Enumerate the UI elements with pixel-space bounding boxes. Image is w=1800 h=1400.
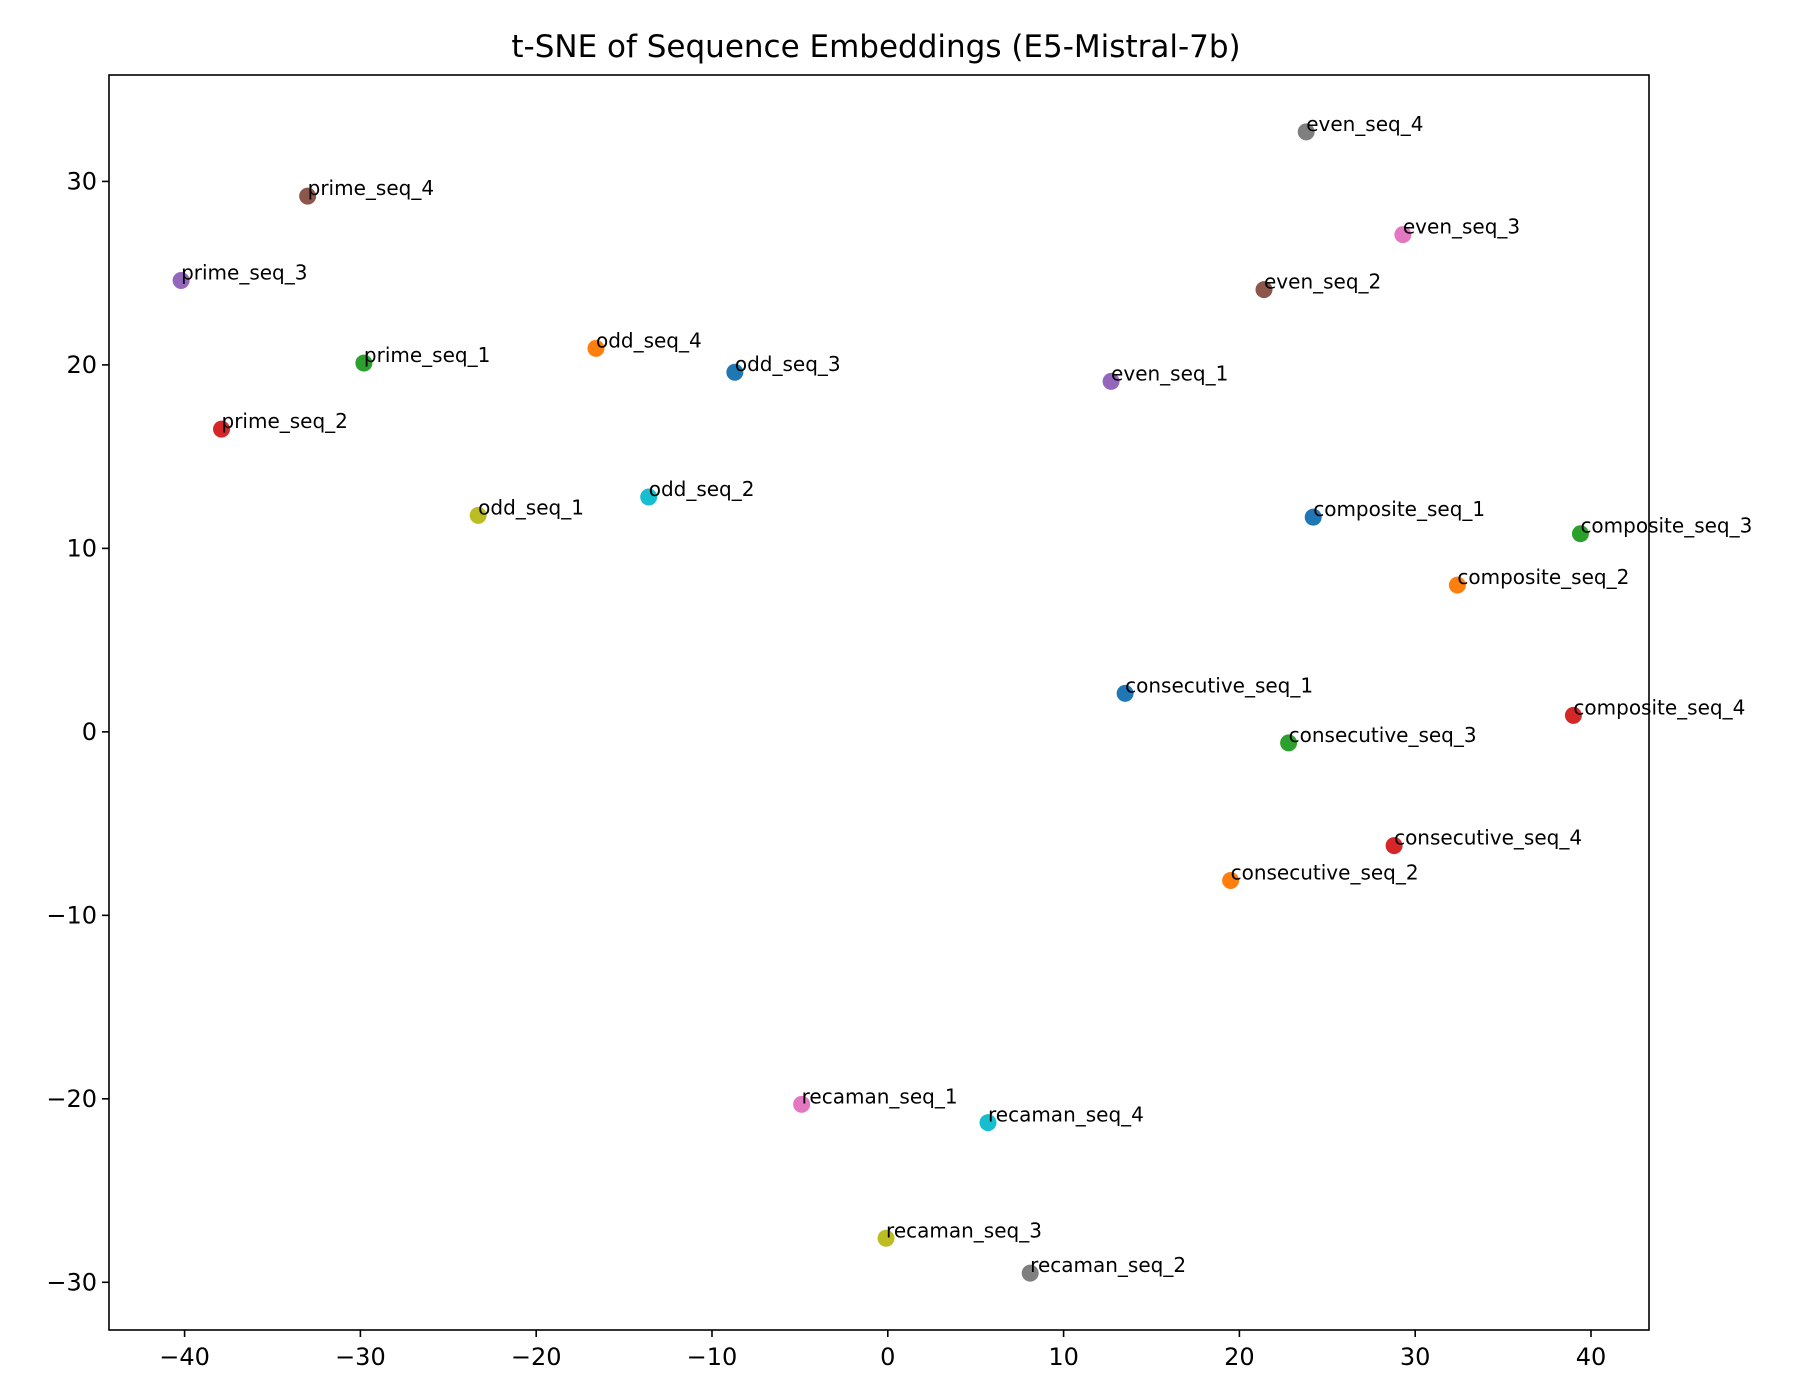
point-label: recaman_seq_3 bbox=[886, 1218, 1042, 1242]
y-axis: −30 −20 −10 0 10 20 30 bbox=[46, 167, 109, 1296]
point-label: composite_seq_3 bbox=[1580, 514, 1752, 538]
scatter-point-consecutive_seq_1: consecutive_seq_1 bbox=[1116, 673, 1313, 702]
point-label: consecutive_seq_1 bbox=[1125, 673, 1313, 697]
point-label: odd_seq_1 bbox=[478, 495, 584, 519]
point-label: prime_seq_3 bbox=[181, 260, 307, 284]
point-label: consecutive_seq_2 bbox=[1231, 860, 1419, 884]
scatter-point-odd_seq_2: odd_seq_2 bbox=[640, 477, 754, 506]
x-tick-label: 30 bbox=[1400, 1343, 1431, 1371]
point-marker bbox=[726, 363, 744, 381]
plot-frame bbox=[108, 74, 1650, 1331]
scatter-point-even_seq_2: even_seq_2 bbox=[1255, 270, 1381, 299]
point-marker bbox=[1394, 226, 1412, 244]
point-label: even_seq_4 bbox=[1306, 112, 1423, 136]
y-tick-label: 20 bbox=[66, 351, 97, 379]
point-label: prime_seq_4 bbox=[308, 176, 434, 200]
scatter-point-even_seq_3: even_seq_3 bbox=[1394, 215, 1520, 244]
point-label: composite_seq_2 bbox=[1457, 565, 1629, 589]
point-label: prime_seq_1 bbox=[364, 343, 490, 367]
y-tick-label: −30 bbox=[46, 1268, 97, 1296]
point-marker bbox=[877, 1229, 895, 1247]
x-axis: −40 −30 −20 −10 0 10 20 30 40 bbox=[159, 1330, 1606, 1371]
scatter-point-odd_seq_3: odd_seq_3 bbox=[726, 352, 841, 381]
point-marker bbox=[640, 488, 658, 506]
scatter-point-prime_seq_1: prime_seq_1 bbox=[355, 343, 490, 372]
point-label: odd_seq_4 bbox=[596, 328, 702, 352]
y-tick-label: 10 bbox=[66, 534, 97, 562]
point-marker bbox=[172, 271, 190, 289]
point-marker bbox=[299, 187, 317, 205]
point-label: even_seq_2 bbox=[1264, 270, 1381, 294]
scatter-point-prime_seq_3: prime_seq_3 bbox=[172, 260, 307, 289]
point-label: consecutive_seq_3 bbox=[1289, 723, 1477, 747]
y-tick-label: 0 bbox=[82, 718, 97, 746]
y-tick-label: −10 bbox=[46, 901, 97, 929]
point-marker bbox=[587, 339, 605, 357]
point-marker bbox=[1116, 684, 1134, 702]
point-label: prime_seq_2 bbox=[222, 409, 348, 433]
scatter-point-composite_seq_4: composite_seq_4 bbox=[1564, 695, 1745, 724]
x-tick-label: 40 bbox=[1576, 1343, 1607, 1371]
point-label: even_seq_1 bbox=[1111, 361, 1228, 385]
scatter-point-consecutive_seq_3: consecutive_seq_3 bbox=[1280, 723, 1477, 752]
chart-title: t-SNE of Sequence Embeddings (E5-Mistral… bbox=[511, 29, 1240, 65]
scatter-point-odd_seq_4: odd_seq_4 bbox=[587, 328, 702, 357]
scatter-point-composite_seq_1: composite_seq_1 bbox=[1304, 497, 1485, 526]
point-label: composite_seq_1 bbox=[1313, 497, 1485, 521]
scatter-point-consecutive_seq_2: consecutive_seq_2 bbox=[1222, 860, 1419, 889]
point-label: recaman_seq_1 bbox=[802, 1084, 958, 1108]
x-tick-label: −40 bbox=[159, 1343, 210, 1371]
scatter-point-even_seq_4: even_seq_4 bbox=[1297, 112, 1423, 141]
scatter-point-composite_seq_2: composite_seq_2 bbox=[1448, 565, 1629, 594]
scatter-point-odd_seq_1: odd_seq_1 bbox=[469, 495, 584, 524]
y-tick-label: −20 bbox=[46, 1085, 97, 1113]
scatter-point-recaman_seq_2: recaman_seq_2 bbox=[1021, 1253, 1186, 1282]
x-tick-label: −30 bbox=[335, 1343, 386, 1371]
point-marker bbox=[979, 1114, 997, 1132]
scatter-point-recaman_seq_1: recaman_seq_1 bbox=[793, 1084, 958, 1113]
point-marker bbox=[1021, 1264, 1039, 1282]
point-label: recaman_seq_4 bbox=[988, 1103, 1144, 1127]
point-label: composite_seq_4 bbox=[1573, 695, 1745, 719]
point-marker bbox=[793, 1095, 811, 1113]
x-tick-label: 0 bbox=[880, 1343, 895, 1371]
x-tick-label: 20 bbox=[1224, 1343, 1255, 1371]
point-marker bbox=[469, 506, 487, 524]
point-label: recaman_seq_2 bbox=[1030, 1253, 1186, 1277]
point-marker bbox=[1571, 525, 1589, 543]
point-marker bbox=[1448, 576, 1466, 594]
point-marker bbox=[1564, 706, 1582, 724]
point-marker bbox=[1222, 871, 1240, 889]
point-label: odd_seq_2 bbox=[649, 477, 755, 501]
x-tick-label: −20 bbox=[511, 1343, 562, 1371]
point-label: consecutive_seq_4 bbox=[1394, 826, 1582, 850]
scatter-point-even_seq_1: even_seq_1 bbox=[1102, 361, 1228, 390]
point-label: odd_seq_3 bbox=[735, 352, 841, 376]
point-marker bbox=[1385, 837, 1403, 855]
point-label: even_seq_3 bbox=[1403, 215, 1520, 239]
y-tick-label: 30 bbox=[66, 167, 97, 195]
point-marker bbox=[1102, 372, 1120, 390]
x-tick-label: 10 bbox=[1048, 1343, 1079, 1371]
point-marker bbox=[1297, 123, 1315, 141]
data-points: prime_seq_1 prime_seq_2 prime_seq_3 prime_s… bbox=[172, 112, 1752, 1282]
point-marker bbox=[1280, 734, 1298, 752]
scatter-point-prime_seq_4: prime_seq_4 bbox=[299, 176, 434, 205]
scatter-point-recaman_seq_4: recaman_seq_4 bbox=[979, 1103, 1144, 1132]
scatter-point-recaman_seq_3: recaman_seq_3 bbox=[877, 1218, 1042, 1247]
scatter-point-composite_seq_3: composite_seq_3 bbox=[1571, 514, 1752, 543]
point-marker bbox=[355, 354, 373, 372]
scatter-point-consecutive_seq_4: consecutive_seq_4 bbox=[1385, 826, 1582, 855]
x-tick-label: −10 bbox=[687, 1343, 738, 1371]
point-marker bbox=[213, 420, 231, 438]
point-marker bbox=[1304, 508, 1322, 526]
scatter-point-prime_seq_2: prime_seq_2 bbox=[213, 409, 348, 438]
point-marker bbox=[1255, 281, 1273, 299]
